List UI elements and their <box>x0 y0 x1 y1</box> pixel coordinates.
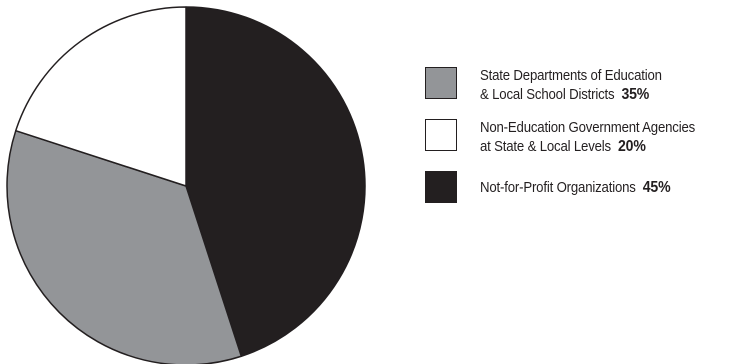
legend-swatch-not-for-profit <box>425 171 457 203</box>
legend-item-state-departments: State Departments of Education & Local S… <box>425 66 745 103</box>
legend-percent: 45% <box>642 179 671 196</box>
legend-label-line1: Non-Education Government Agencies <box>480 119 696 136</box>
legend-label-line1: Not-for-Profit Organizations <box>480 179 636 196</box>
legend-swatch-state-departments <box>425 67 457 99</box>
legend: State Departments of Education & Local S… <box>425 66 745 222</box>
pie-slice-not-for-profit <box>185 6 366 357</box>
legend-label-line2: at State & Local Levels <box>480 138 611 155</box>
legend-swatch-non-education-agencies <box>425 119 457 151</box>
pie-slice-state-departments <box>6 129 243 364</box>
legend-label-line2: & Local School Districts <box>480 86 615 103</box>
legend-percent: 35% <box>621 86 650 103</box>
pie-slice-non-education-agencies <box>15 6 187 187</box>
legend-item-non-education-agencies: Non-Education Government Agencies at Sta… <box>425 118 745 155</box>
legend-label-state-departments: State Departments of Education & Local S… <box>480 66 662 104</box>
legend-label-line1: State Departments of Education <box>480 67 662 84</box>
legend-label-not-for-profit: Not-for-Profit Organizations 45% <box>480 178 671 197</box>
legend-percent: 20% <box>618 138 646 155</box>
legend-label-non-education-agencies: Non-Education Government Agencies at Sta… <box>480 118 695 156</box>
legend-item-not-for-profit: Not-for-Profit Organizations 45% <box>425 170 745 204</box>
